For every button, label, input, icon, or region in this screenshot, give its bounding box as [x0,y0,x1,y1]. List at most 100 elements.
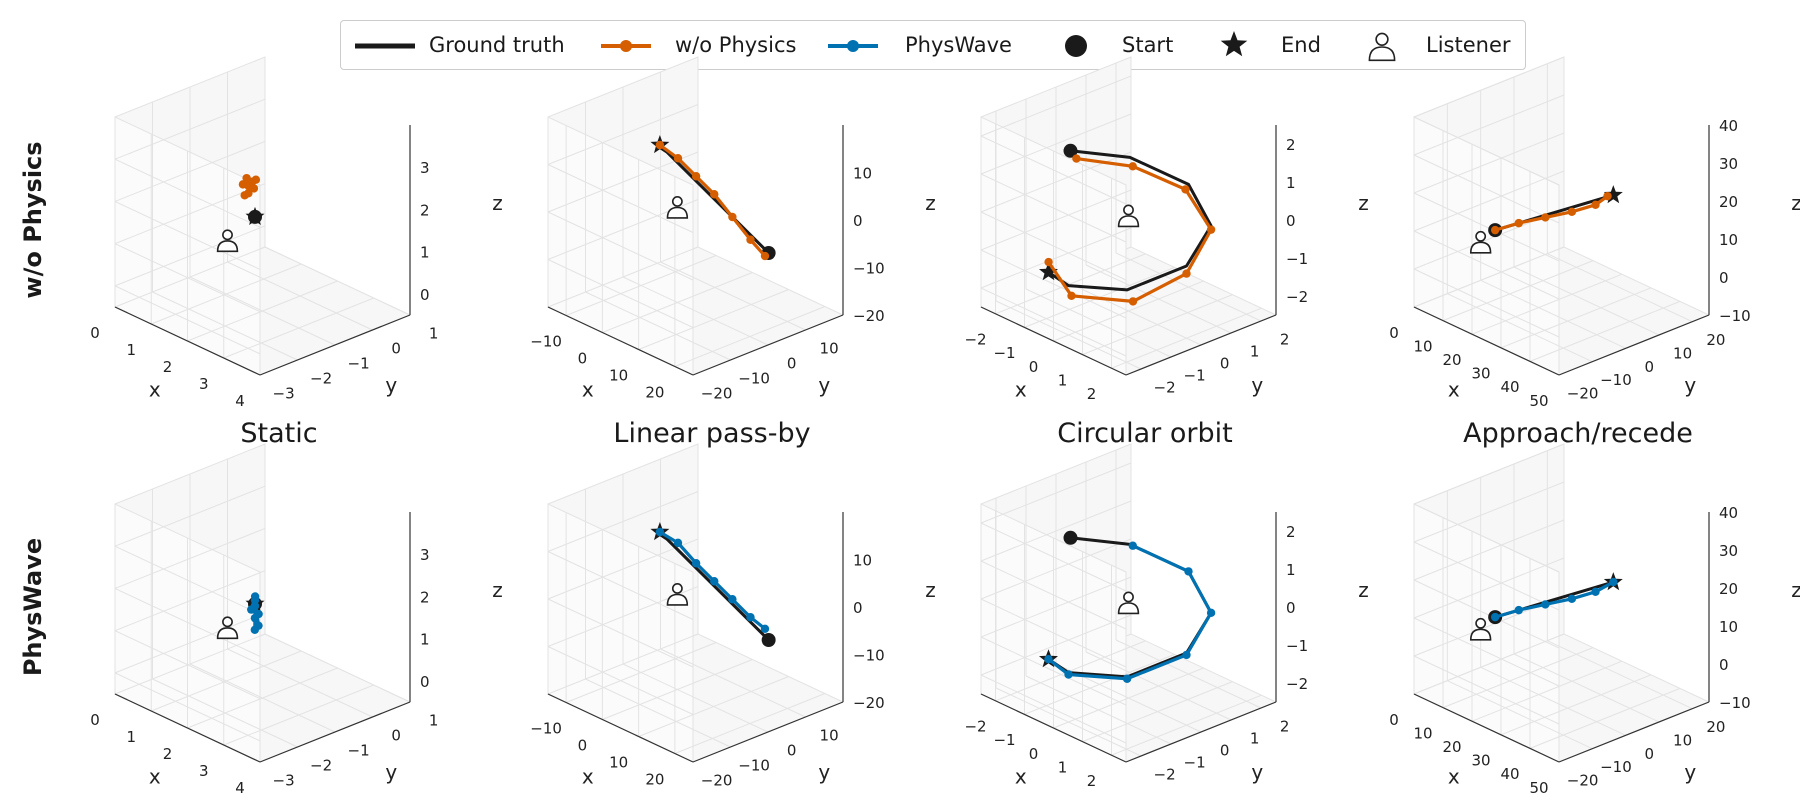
x-axis-label: x [582,377,594,401]
x-axis-line [547,693,694,763]
grid-z [1413,94,1565,156]
z-tick-label: 10 [1719,231,1738,249]
column-title-circular-orbit: Circular orbit [1057,418,1233,449]
z-tick-label: 1 [1286,174,1296,192]
grid-z [1413,481,1565,543]
z-tick-label: 0 [420,286,430,304]
x-tick-label: 2 [1087,385,1097,403]
grid-y [585,291,731,361]
z-axis-label: z [1358,191,1369,215]
y-tick-label: −3 [273,384,295,402]
y-axis-line [259,701,411,763]
grid-z-side [547,598,694,668]
grid-y [995,300,1142,370]
prediction-point [655,527,665,537]
x-axis-label: x [1015,764,1027,788]
ground-truth-line [1047,149,1213,292]
z-tick-label: 40 [1719,504,1738,522]
prediction-point [1514,218,1524,228]
prediction-point [1044,655,1053,664]
grid-x [1500,674,1652,736]
z-tick-label: 10 [853,552,872,570]
grid-y [995,687,1142,757]
x-tick-label: 20 [1442,738,1461,756]
grid-z-side [547,551,694,620]
x-tick-label: −1 [993,731,1015,749]
grid-x [1529,300,1681,362]
grid-y [152,678,298,748]
prediction-point [242,173,251,183]
prediction-point [1067,291,1076,300]
x-tick-label: 1 [1058,371,1068,389]
y-tick-label: 1 [429,711,439,729]
z-axis-label: z [925,191,936,215]
x-axis-line [114,693,261,763]
z-tick-label: 3 [420,546,430,564]
grid-z-side [547,164,694,233]
grid-x [1471,660,1623,722]
prediction-point [746,613,755,622]
grid-z-side [1413,230,1560,300]
grid-x [1442,260,1594,322]
z-tick-label: 3 [420,159,430,177]
x-axis-label: x [149,764,161,788]
legend: Ground truth w/o Physics PhysWave Start … [340,20,1526,70]
prediction-point [1128,541,1138,550]
start-marker [1063,530,1078,545]
y-axis-label: y [385,373,397,397]
grid-y [1115,639,1262,709]
y-tick-label: −1 [1184,753,1206,771]
z-axis-label: z [925,578,936,602]
grid-y [1025,288,1172,358]
grid-y [1513,653,1660,723]
grid-z-side [980,560,1127,630]
listener-icon [216,616,239,640]
grid-z-side [1413,503,1560,573]
grid-z [1413,557,1565,619]
grid-z-side [1413,655,1560,725]
legend-label-physwave: PhysWave [905,33,1012,57]
prediction-point [250,595,260,605]
x-tick-label: −2 [964,718,986,736]
x-tick-label: 40 [1500,765,1519,783]
y-tick-label: −10 [1600,758,1632,776]
y-tick-label: −20 [701,771,733,789]
prediction-point [1206,608,1216,618]
legend-markers [355,31,1396,62]
prediction-point [1490,612,1500,622]
grid-z [547,491,699,552]
grid-y [152,291,298,361]
legend-label-ground-truth: Ground truth [429,33,565,57]
legend-start-dot [1065,35,1087,57]
x-tick-label: 10 [1413,337,1432,355]
grid-y [189,663,336,733]
prediction-point [691,172,701,181]
grid-y [660,261,806,331]
listener-icon [666,583,689,606]
y-tick-label: −20 [701,384,733,402]
grid-y [1085,264,1232,334]
x-tick-label: 1 [1058,758,1068,776]
z-tick-label: −10 [853,647,885,665]
z-tick-label: 10 [1719,618,1738,636]
legend-without-physics-dot [620,40,632,52]
y-axis-label: y [385,760,397,784]
x-tick-label: 10 [1413,724,1432,742]
z-tick-label: −1 [1286,250,1308,268]
grid-z-side [980,211,1127,281]
prediction-point [1181,185,1190,194]
x-tick-label: 20 [645,770,664,788]
z-tick-label: 0 [1719,269,1729,287]
grid-y [264,633,411,703]
x-axis-label: x [149,377,161,401]
listener-icon [1117,591,1140,615]
y-tick-label: −20 [1567,771,1599,789]
grid-z-side [980,135,1127,205]
grid-z [980,462,1132,524]
grid-y [622,663,769,733]
grid-z-side [1413,541,1560,611]
prediction-point [1122,674,1132,683]
listener-icon [666,196,689,219]
x-axis-label: x [582,764,594,788]
prediction-point [1591,587,1600,596]
